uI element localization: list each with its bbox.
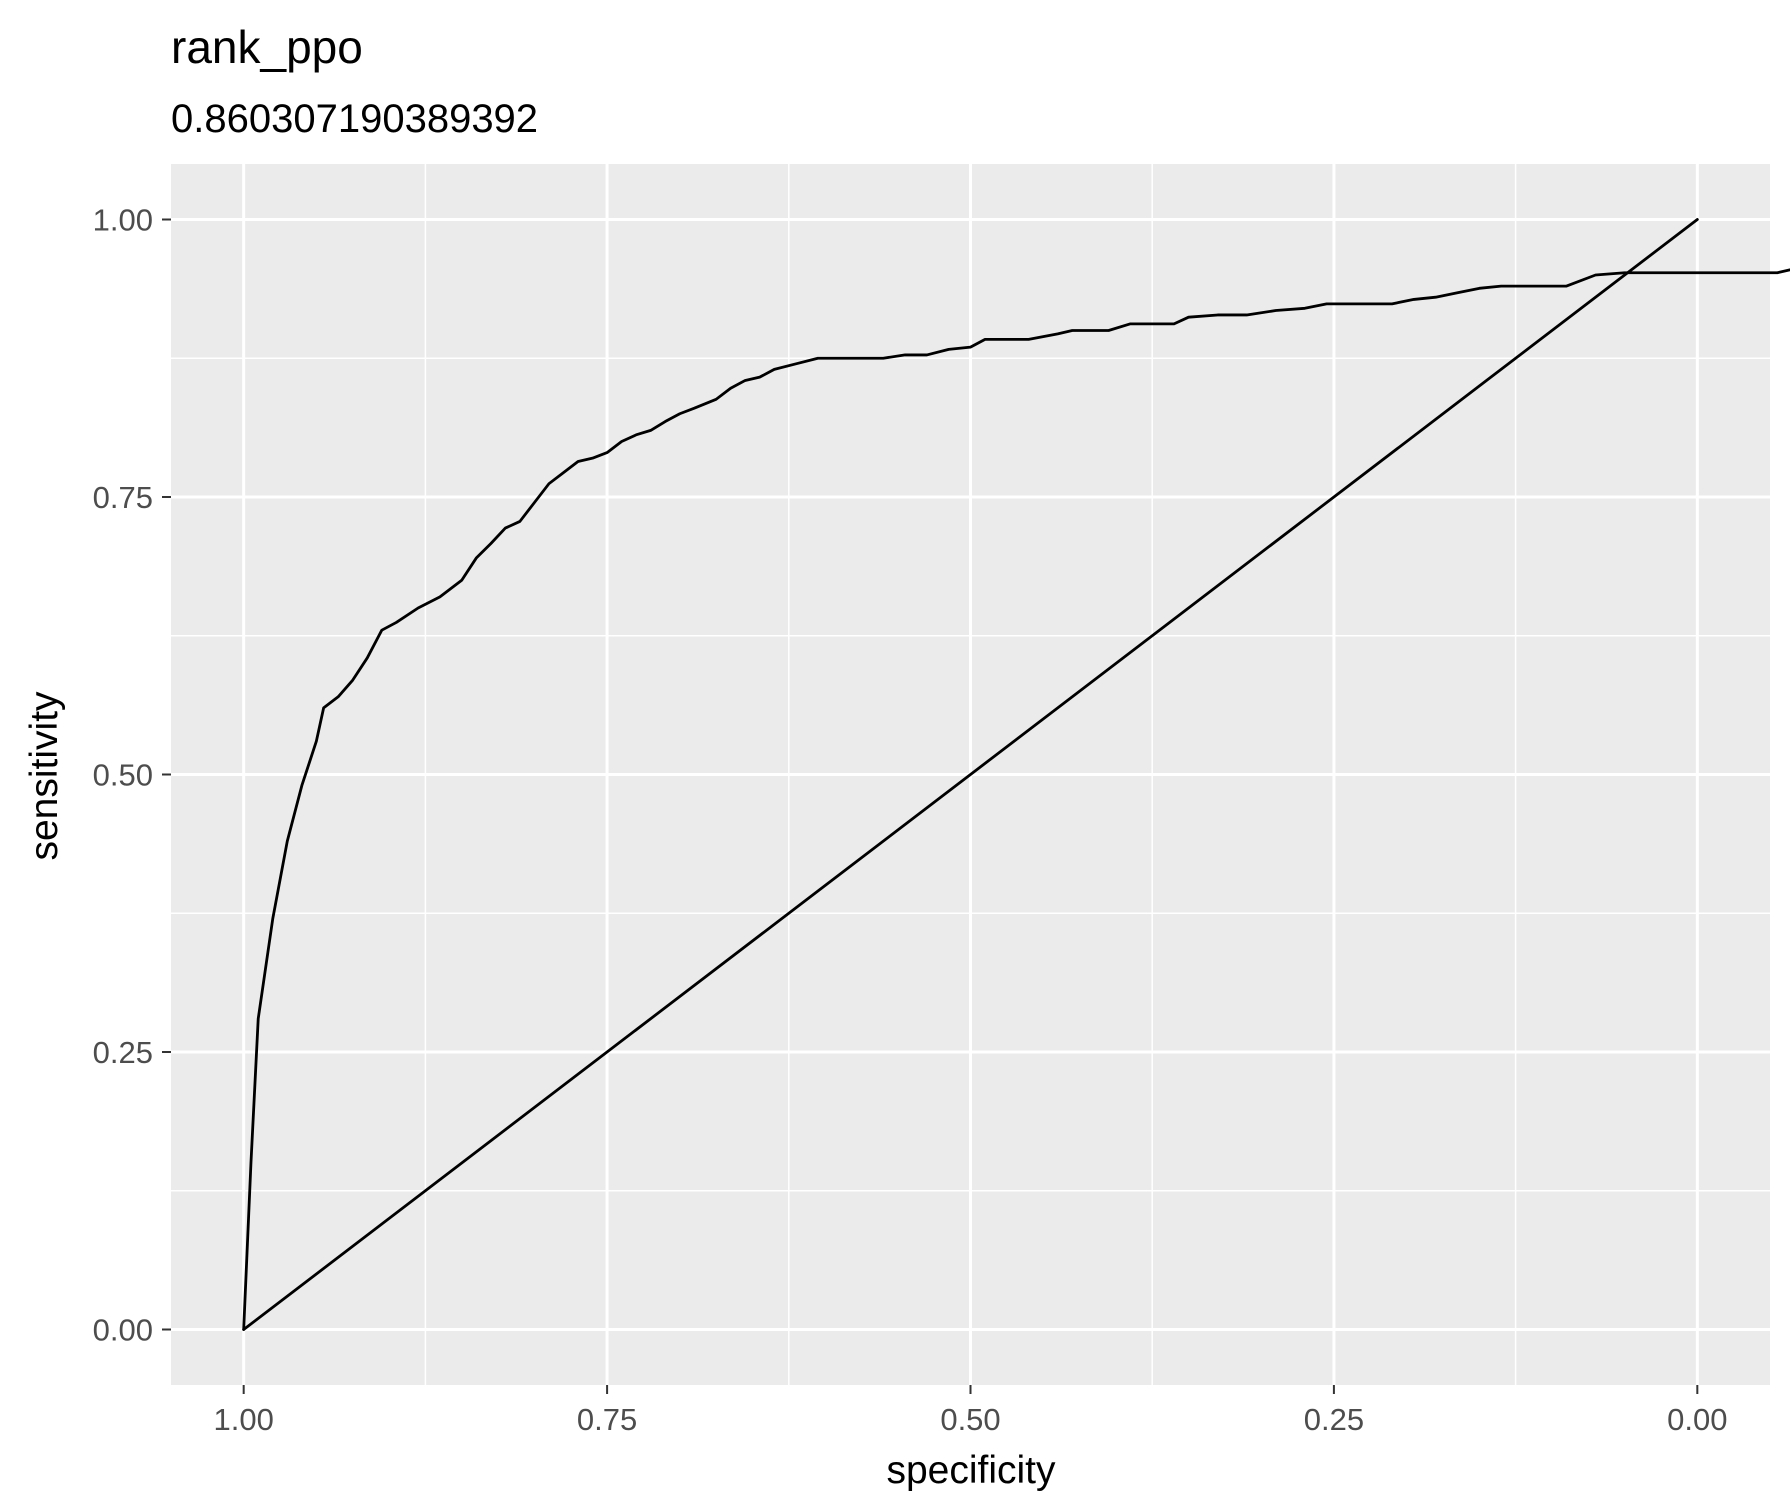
y-tick-label: 0.75 [93,480,153,515]
series-line-reference-diagonal [242,218,1699,1331]
x-tick-label: 1.00 [214,1402,274,1437]
y-tick-label: 0.00 [93,1313,153,1348]
series-line-roc [242,268,1790,1331]
x-tick-label: 0.50 [940,1402,1000,1437]
x-axis-title: specificity [886,1449,1056,1492]
y-tick-label: 0.50 [93,758,153,793]
y-tick-label: 1.00 [93,203,153,238]
y-axis-title: sensitivity [23,691,66,861]
x-axis: 1.00 0.75 0.50 0.25 0.00 [214,1385,1727,1437]
y-tick-label: 0.25 [93,1035,153,1070]
x-tick-label: 0.00 [1667,1402,1727,1437]
x-tick-label: 0.75 [577,1402,637,1437]
chart-subtitle: 0.860307190389392 [171,97,538,141]
chart-title: rank_ppo [171,21,363,73]
x-tick-label: 0.25 [1304,1402,1364,1437]
series-layer [242,218,1790,1331]
y-axis: 0.00 0.25 0.50 0.75 1.00 [93,203,171,1348]
